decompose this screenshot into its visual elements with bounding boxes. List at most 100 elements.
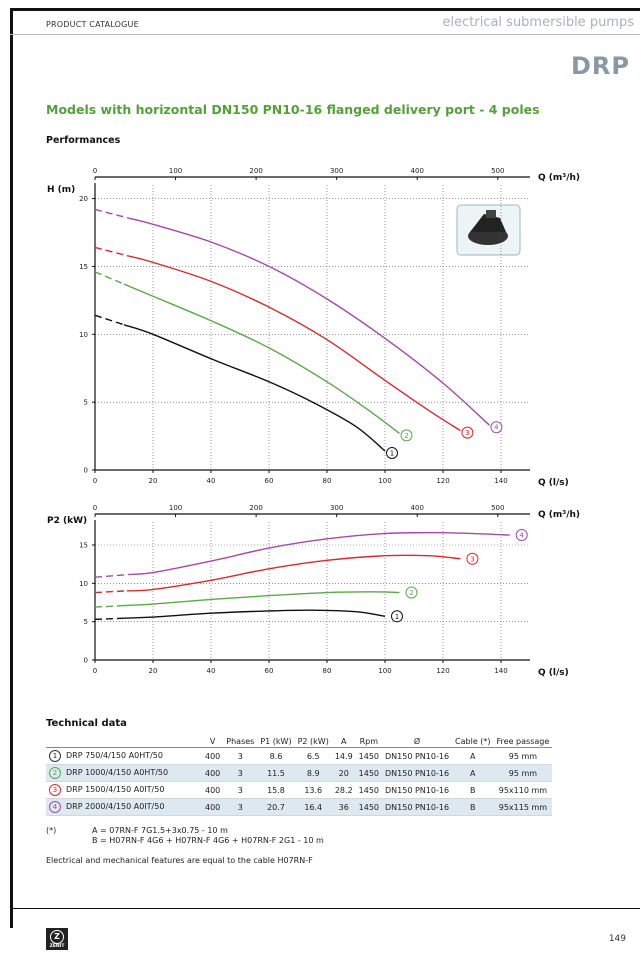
x2-axis-label: Q (m³/h): [538, 510, 580, 520]
x-tick-label: 60: [265, 667, 274, 675]
y-tick-label: 20: [79, 195, 88, 203]
col-header: P1 (kW): [257, 736, 295, 748]
p2-cell: 16.4: [294, 798, 332, 816]
y-axis-label: H (m): [47, 185, 75, 195]
section-title: Models with horizontal DN150 PN10-16 fla…: [46, 102, 540, 117]
x-tick-label: 20: [149, 477, 158, 485]
curve-number-badge: 2: [49, 767, 61, 779]
x-tick-label: 100: [378, 477, 391, 485]
series-1-curve: [123, 609, 386, 619]
series-2-end-marker: [400, 429, 413, 442]
series-1-end-marker: [391, 610, 403, 623]
diameter-cell: DN150 PN10-16: [382, 764, 453, 782]
series-title: DRP: [571, 52, 630, 80]
cable-cell: B: [452, 798, 494, 816]
rpm-cell: 1450: [355, 781, 383, 799]
model-cell: 3 DRP 1500/4/150 A0IT/50: [46, 781, 202, 799]
y-tick-label: 5: [84, 618, 88, 626]
col-header: Ø: [382, 736, 453, 748]
model-cell: 4 DRP 2000/4/150 A0IT/50: [46, 798, 202, 816]
y-tick-label: 10: [79, 331, 88, 339]
voltage-cell: 400: [202, 781, 224, 799]
model-name: DRP 1500/4/150 A0IT/50: [66, 785, 165, 794]
y-tick-label: 15: [79, 542, 88, 550]
current-cell: 28.2: [331, 781, 356, 799]
series-3-dashed-segment: [94, 246, 128, 257]
voltage-cell: 400: [202, 764, 224, 782]
series-2-dashed-segment: [94, 271, 125, 285]
page-number: 149: [608, 934, 626, 944]
curve-number-badge: 3: [49, 784, 61, 796]
series-3-end-label: 3: [465, 429, 469, 437]
series-1-dashed-segment: [94, 617, 125, 621]
voltage-cell: 400: [202, 747, 224, 765]
current-cell: 20: [331, 764, 356, 782]
p2-cell: 6.5: [294, 747, 332, 765]
series-2-curve: [123, 591, 400, 607]
y-axis-label: P2 (kW): [47, 516, 87, 526]
x2-tick-label: 500: [491, 504, 504, 512]
current-cell: 36: [331, 798, 356, 816]
x2-tick-label: 500: [491, 167, 504, 175]
series-4-dashed-segment: [94, 573, 130, 578]
col-header: Cable (*): [452, 736, 494, 748]
table-header-row: V Phases P1 (kW) P2 (kW) A Rpm Ø Cable (…: [46, 736, 553, 748]
x2-tick-label: 200: [249, 504, 262, 512]
series-2-dashed-segment: [94, 604, 125, 608]
col-header: Phases: [223, 736, 258, 748]
series-4-end-marker: [490, 421, 503, 434]
table-row: 4 DRP 2000/4/150 A0IT/50 400 3 20.7 16.4 …: [46, 798, 553, 816]
series-1-end-label: 1: [390, 450, 394, 458]
rpm-cell: 1450: [355, 798, 383, 816]
cable-cell: A: [452, 764, 494, 782]
free-passage-cell: 95 mm: [493, 764, 553, 782]
col-header: Rpm: [355, 736, 383, 748]
series-3-curve: [126, 254, 461, 432]
catalogue-label: PRODUCT CATALOGUE: [46, 20, 139, 29]
diameter-cell: DN150 PN10-16: [382, 798, 453, 816]
model-cell: 1 DRP 750/4/150 A0HT/50: [46, 747, 202, 765]
series-2-curve: [123, 283, 400, 434]
p1-cell: 20.7: [257, 798, 295, 816]
x2-tick-label: 100: [169, 504, 182, 512]
x2-axis-label: Q (m³/h): [538, 173, 580, 183]
series-2-end-label: 2: [409, 589, 413, 597]
current-cell: 14.9: [331, 747, 356, 765]
x-tick-label: 40: [207, 667, 216, 675]
series-4-curve: [129, 217, 490, 426]
y-tick-label: 5: [84, 399, 88, 407]
free-passage-cell: 95x110 mm: [493, 781, 553, 799]
phases-cell: 3: [223, 764, 258, 782]
phases-cell: 3: [223, 747, 258, 765]
x-tick-label: 0: [93, 667, 97, 675]
x-tick-label: 80: [323, 667, 332, 675]
y-tick-label: 15: [79, 263, 88, 271]
technical-table: V Phases P1 (kW) P2 (kW) A Rpm Ø Cable (…: [46, 736, 553, 816]
p1-cell: 15.8: [257, 781, 295, 799]
diameter-cell: DN150 PN10-16: [382, 747, 453, 765]
footer-divider: [10, 908, 640, 909]
series-1-curve: [123, 324, 386, 452]
model-name: DRP 750/4/150 A0HT/50: [66, 751, 163, 760]
frame-left-border: [10, 8, 13, 928]
x-tick-label: 20: [149, 667, 158, 675]
x-tick-label: 40: [207, 477, 216, 485]
col-header: Free passage: [493, 736, 553, 748]
series-3-curve: [126, 554, 461, 592]
x2-tick-label: 400: [411, 167, 424, 175]
table-row: 3 DRP 1500/4/150 A0IT/50 400 3 15.8 13.6 …: [46, 781, 553, 799]
col-header: A: [331, 736, 356, 748]
x-tick-label: 100: [378, 667, 391, 675]
voltage-cell: 400: [202, 798, 224, 816]
series-3-dashed-segment: [94, 590, 127, 594]
x-tick-label: 0: [93, 477, 97, 485]
pump-photo: [456, 204, 521, 256]
y-tick-label: 0: [84, 467, 88, 475]
x2-tick-label: 200: [249, 167, 262, 175]
zenit-logo: Z ZENIT: [46, 928, 68, 950]
series-3-end-label: 3: [470, 555, 474, 563]
p2-cell: 8.9: [294, 764, 332, 782]
x2-tick-label: 0: [93, 504, 97, 512]
x-tick-label: 140: [494, 667, 507, 675]
series-4-dashed-segment: [94, 208, 130, 220]
